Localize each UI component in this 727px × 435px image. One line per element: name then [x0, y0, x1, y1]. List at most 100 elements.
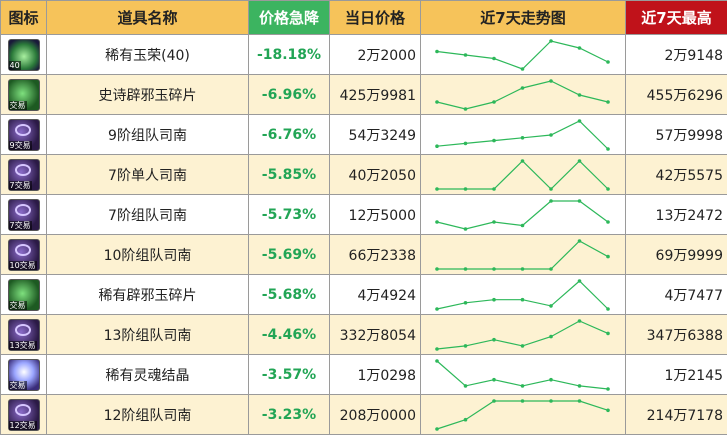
trend-point [606, 331, 610, 335]
trend-point [521, 159, 525, 163]
item-name: 7阶单人司南 [47, 155, 249, 195]
trend-line [437, 41, 608, 69]
item-name: 史诗辟邪玉碎片 [47, 75, 249, 115]
trend-point [464, 384, 468, 388]
trend-point [606, 100, 610, 104]
trend-point [492, 399, 496, 403]
trend-point [549, 304, 553, 308]
soul-crystal-icon: 交易 [8, 359, 40, 391]
price-drop: -3.23% [249, 395, 330, 435]
price-drop: -18.18% [249, 35, 330, 75]
trend-point [549, 187, 553, 191]
max-price-7day: 57万9998 [626, 115, 727, 155]
price-drop: -6.76% [249, 115, 330, 155]
header-icon: 图标 [1, 1, 47, 35]
trend-point [435, 359, 439, 363]
compass-icon: 10交易 [8, 239, 40, 271]
trend-point [464, 141, 468, 145]
item-icon-cell: 交易 [1, 75, 47, 115]
item-name: 13阶组队司南 [47, 315, 249, 355]
max-price-7day: 4万7477 [626, 275, 727, 315]
max-price-7day: 42万5575 [626, 155, 727, 195]
trend-point [549, 334, 553, 338]
trend-point [435, 220, 439, 224]
daily-price: 12万5000 [330, 195, 421, 235]
trend-point [521, 136, 525, 140]
trend-point [435, 307, 439, 311]
max-price-7day: 1万2145 [626, 355, 727, 395]
trend-line [437, 121, 608, 149]
trend-point [521, 86, 525, 90]
item-icon-tag: 7交易 [9, 221, 32, 230]
trend-point [521, 399, 525, 403]
trend-point [492, 377, 496, 381]
item-icon-cell: 交易 [1, 275, 47, 315]
header-daily-price: 当日价格 [330, 1, 421, 35]
trend-point [492, 337, 496, 341]
trend-point [606, 307, 610, 311]
compass-icon: 13交易 [8, 319, 40, 351]
daily-price: 40万2050 [330, 155, 421, 195]
trend-sparkline [421, 236, 624, 274]
item-icon-tag: 10交易 [9, 261, 37, 270]
trend-point [578, 384, 582, 388]
trend-point [606, 408, 610, 412]
trend-point [435, 427, 439, 431]
trend-point [606, 387, 610, 391]
trend-point [578, 46, 582, 50]
daily-price: 208万0000 [330, 395, 421, 435]
trend-point [549, 199, 553, 203]
header-7day-max: 近7天最高 [626, 1, 727, 35]
trend-point [549, 79, 553, 83]
item-icon-cell: 10交易 [1, 235, 47, 275]
item-name: 稀有灵魂结晶 [47, 355, 249, 395]
price-drop: -4.46% [249, 315, 330, 355]
trend-point [492, 297, 496, 301]
header-price-drop: 价格急降 [249, 1, 330, 35]
compass-icon: 7交易 [8, 159, 40, 191]
trend-line [437, 401, 608, 429]
trend-point [464, 344, 468, 348]
trend-point [492, 187, 496, 191]
trend-sparkline [421, 276, 624, 314]
trend-point [578, 159, 582, 163]
trend-sparkline [421, 396, 624, 434]
trend-sparkline [421, 36, 624, 74]
daily-price: 4万4924 [330, 275, 421, 315]
trend-point [492, 267, 496, 271]
price-drop: -6.96% [249, 75, 330, 115]
trend-line [437, 281, 608, 309]
trend-point [606, 60, 610, 64]
trend-point [578, 279, 582, 283]
trend-cell [421, 115, 626, 155]
trend-point [521, 344, 525, 348]
compass-icon: 9交易 [8, 119, 40, 151]
trend-point [606, 254, 610, 258]
trend-point [492, 100, 496, 104]
trend-point [435, 267, 439, 271]
max-price-7day: 69万9999 [626, 235, 727, 275]
max-price-7day: 13万2472 [626, 195, 727, 235]
daily-price: 2万2000 [330, 35, 421, 75]
trend-point [606, 187, 610, 191]
trend-point [435, 49, 439, 53]
trend-point [578, 319, 582, 323]
trend-point [578, 119, 582, 123]
item-icon-cell: 7交易 [1, 155, 47, 195]
jade-fragment-icon: 交易 [8, 279, 40, 311]
trend-sparkline [421, 76, 624, 114]
item-icon-tag: 12交易 [9, 421, 37, 430]
trend-cell [421, 395, 626, 435]
header-7day-trend: 近7天走势图 [421, 1, 626, 35]
trend-line [437, 241, 608, 269]
trend-cell [421, 75, 626, 115]
trend-sparkline [421, 356, 624, 394]
